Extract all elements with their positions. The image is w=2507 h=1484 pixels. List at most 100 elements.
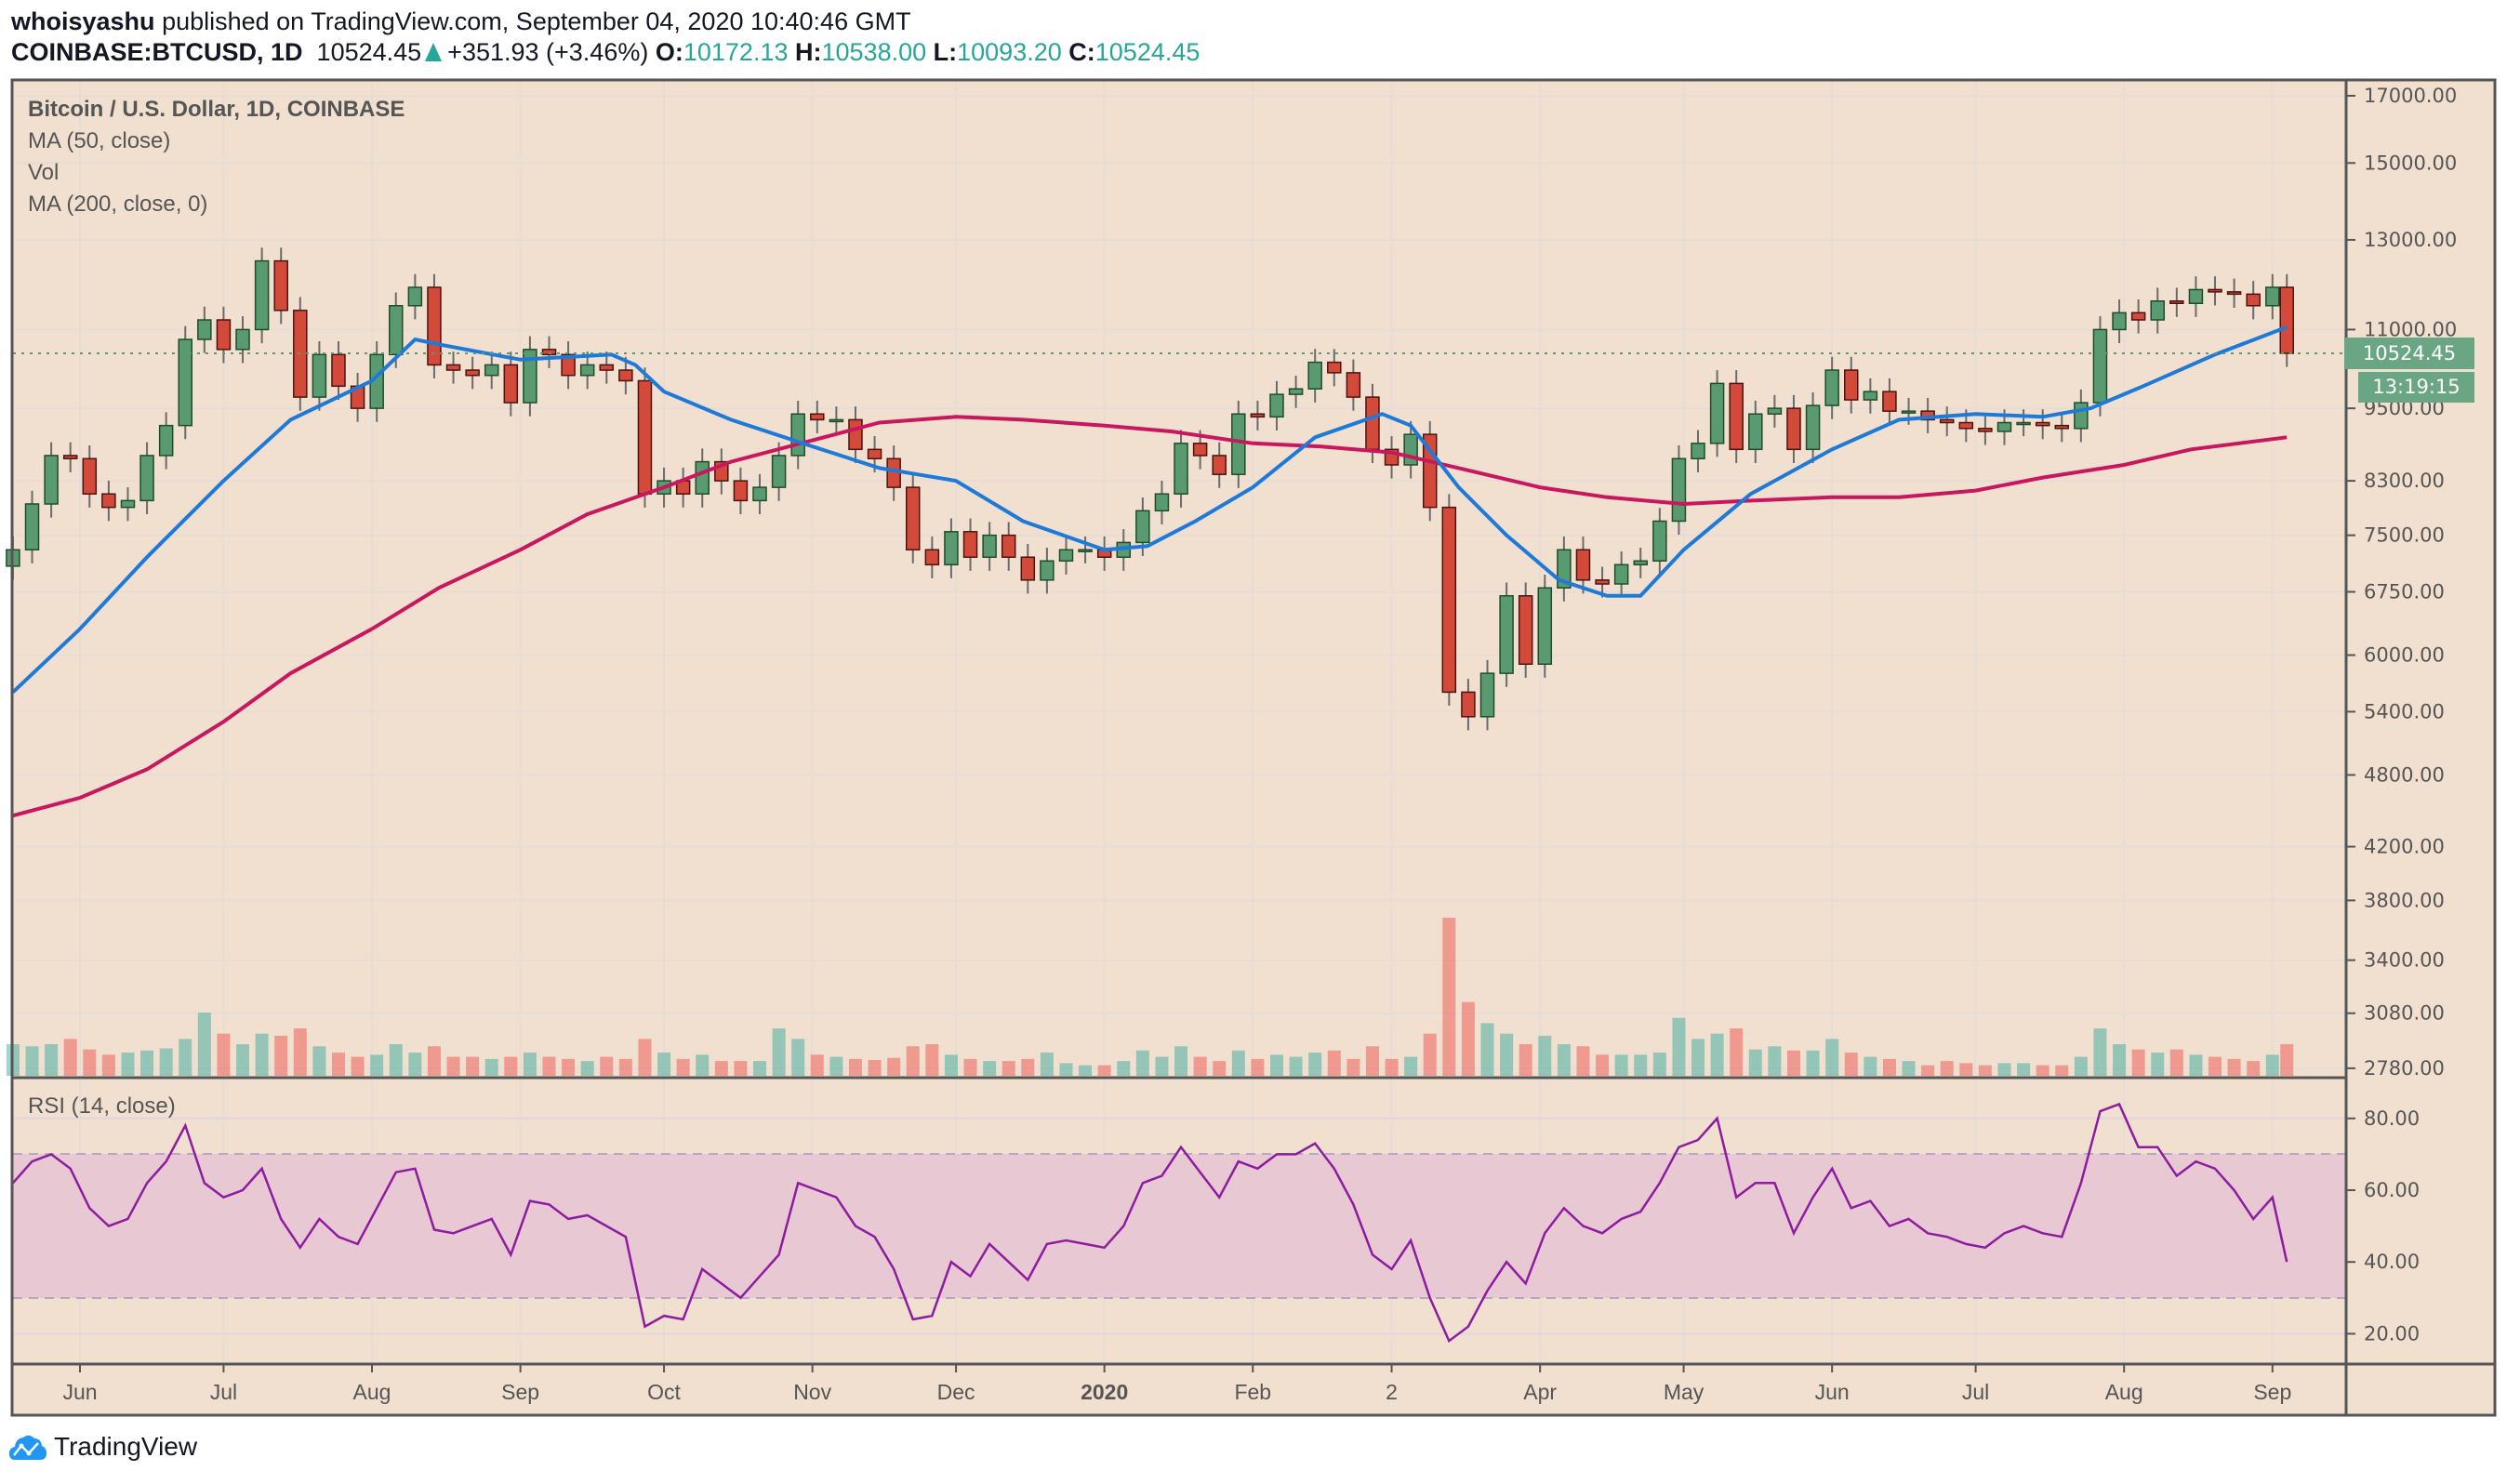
candle-body-up [1537, 587, 1553, 666]
candle-body-up [139, 455, 154, 502]
price-tick-label: 3800.00 [2364, 889, 2445, 911]
rsi-axis[interactable]: 80.00 60.00 40.00 20.00 [2346, 1107, 2420, 1345]
candle [1212, 442, 1227, 488]
candle [331, 341, 346, 400]
candle-body-down [924, 549, 940, 566]
price-tick-label: 17000.00 [2364, 85, 2457, 107]
volume-bar [753, 1061, 767, 1076]
candle [1613, 551, 1629, 598]
volume-bar [1346, 1058, 1360, 1076]
candle-body-up [1040, 560, 1055, 581]
rsi-tick-label: 60.00 [2364, 1179, 2420, 1201]
volume-bar [791, 1039, 805, 1076]
volume-bar [1193, 1056, 1207, 1076]
candle-body-down [561, 353, 576, 377]
last-price-label: 10524.45 [2344, 338, 2474, 369]
candle-body-down [2208, 288, 2222, 293]
volume-bar [1289, 1056, 1303, 1076]
candle-body-up [1288, 388, 1304, 395]
candle-body-up [1078, 549, 1093, 553]
time-tick-label: Dec [937, 1380, 975, 1404]
volume-bar [2074, 1056, 2088, 1076]
candle-body-up [24, 503, 40, 551]
volume-bar [1040, 1053, 1054, 1076]
candle-body-up [1652, 520, 1667, 563]
candle [523, 336, 537, 417]
price-tick-label: 5400.00 [2364, 700, 2445, 722]
tradingview-logo[interactable]: TradingView [9, 1432, 197, 1462]
volume-bar [1155, 1056, 1169, 1076]
volume-bar [1902, 1061, 1916, 1076]
candle-body-down [1978, 428, 1993, 432]
author[interactable]: whoisyashu [11, 7, 155, 35]
candles [6, 247, 2294, 731]
volume-bar [2227, 1058, 2241, 1076]
volume-bar [236, 1044, 250, 1076]
volume-bar [2093, 1028, 2107, 1076]
candle [1652, 508, 1667, 575]
volume-bar [504, 1056, 518, 1076]
candle [1767, 394, 1783, 428]
time-tick-label: 2 [1386, 1380, 1398, 1404]
legend-rsi[interactable]: RSI (14, close) [28, 1093, 176, 1119]
volume-bar [1576, 1046, 1590, 1076]
volume-bar [1385, 1058, 1399, 1076]
price-tick-label: 8300.00 [2364, 470, 2445, 492]
volume-bar [331, 1053, 345, 1076]
volume-bar [542, 1056, 556, 1076]
volume-bar [2169, 1049, 2183, 1076]
candle [101, 480, 116, 522]
high-label: H: [795, 38, 822, 66]
candle [216, 306, 232, 364]
volume-bar [1882, 1058, 1896, 1076]
volume-bar [1117, 1061, 1131, 1076]
symbol-ohlc-line: COINBASE:BTCUSD, 1D 10524.45 +351.93 (+3.… [11, 38, 1200, 67]
candle-body-down [2246, 293, 2261, 307]
volume-bar [963, 1058, 977, 1076]
candle-body-down [445, 364, 461, 371]
volume-bar [1538, 1035, 1552, 1076]
volume-bar [2151, 1053, 2165, 1076]
candle [1633, 547, 1648, 578]
volume-bar [1557, 1044, 1571, 1076]
candle [465, 356, 480, 390]
candle-body-down [273, 259, 288, 311]
candle [484, 351, 499, 390]
candle-body-down [1250, 413, 1266, 418]
low-label: L: [933, 38, 958, 66]
time-axis[interactable]: Jun Jul Aug Sep Oct Nov Dec 2020 Feb 2 Apr May Jun Ju… [62, 1364, 2291, 1404]
volume-bar [1596, 1054, 1610, 1076]
candle [1327, 349, 1342, 387]
candle [599, 351, 615, 384]
price-axis[interactable]: 17000.0015000.0013000.0011000.009500.008… [2346, 85, 2457, 1080]
candle [675, 467, 691, 508]
legend-vol[interactable]: Vol [28, 160, 60, 185]
candle [2054, 412, 2070, 443]
volume-bar [1001, 1061, 1015, 1076]
candle [2246, 281, 2261, 320]
time-tick-label: Oct [647, 1380, 681, 1404]
candle [1441, 494, 1457, 707]
candle-body-up [1135, 510, 1150, 544]
volume-bar [1059, 1063, 1073, 1076]
candle-body-up [1231, 413, 1246, 475]
candle [561, 341, 576, 390]
candle-body-down [2054, 424, 2070, 430]
candle-body-up [235, 328, 250, 351]
candle [1001, 522, 1016, 571]
candle-body-down [2169, 300, 2184, 305]
legend-ma50[interactable]: MA (50, close) [28, 128, 171, 153]
candle [1978, 415, 1993, 445]
volume-bar [293, 1028, 307, 1076]
legend-ma200[interactable]: MA (200, close, 0) [28, 192, 208, 217]
price-tick-label: 4800.00 [2364, 763, 2445, 786]
candle [407, 273, 423, 320]
candle [1422, 420, 1438, 522]
candle-body-up [1269, 393, 1284, 418]
time-tick-label: Nov [793, 1380, 831, 1404]
candle [1671, 444, 1687, 536]
candle-body-up [254, 259, 270, 331]
candle-body-down [637, 379, 653, 495]
volume-bar [1672, 1017, 1686, 1076]
